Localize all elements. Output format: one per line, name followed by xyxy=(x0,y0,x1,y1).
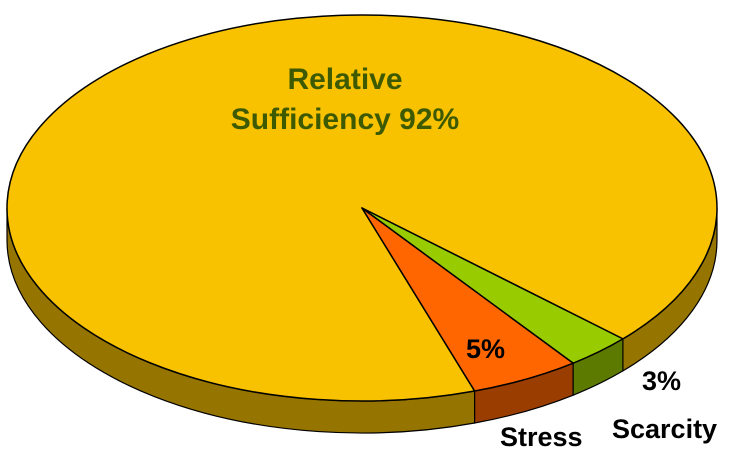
value-label: 5% xyxy=(466,334,506,364)
category-label: Stress xyxy=(500,422,583,452)
value-label: 92% xyxy=(399,103,460,136)
value-label: 3% xyxy=(642,366,682,396)
slice-label: Relative Sufficiency 92% xyxy=(210,60,480,140)
category-label: Scarcity xyxy=(612,414,718,444)
slice xyxy=(361,207,624,364)
category-label: Relative Sufficiency xyxy=(230,63,403,136)
